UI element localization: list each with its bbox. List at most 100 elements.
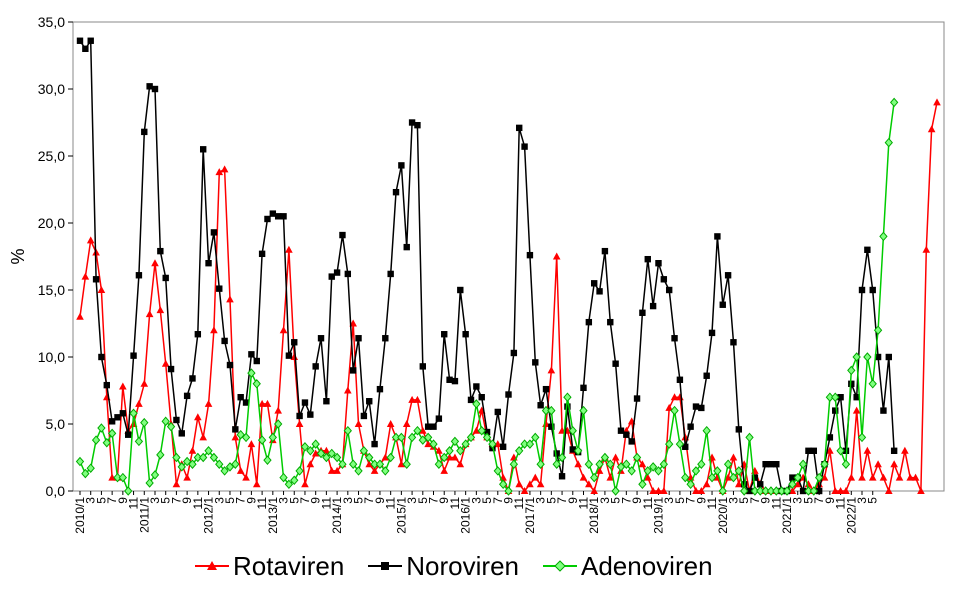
data-point-rotaviren <box>242 473 250 481</box>
x-tick-label: 11 <box>641 497 655 510</box>
data-point-rotaviren <box>697 487 706 494</box>
data-point-noroviren <box>655 260 662 267</box>
data-point-adenoviren <box>177 462 186 472</box>
data-point-adenoviren <box>509 459 519 469</box>
data-point-noroviren <box>671 335 678 342</box>
data-point-noroviren <box>387 270 394 278</box>
data-point-adenoviren <box>745 432 754 443</box>
data-point-noroviren <box>692 403 700 410</box>
data-point-adenoviren <box>681 472 690 483</box>
data-point-adenoviren <box>327 448 336 459</box>
data-point-noroviren <box>296 412 303 420</box>
data-point-noroviren <box>682 443 689 450</box>
data-point-rotaviren <box>435 446 443 454</box>
x-tick-label: 9 <box>823 497 837 504</box>
x-tick-label: 5 <box>737 497 751 504</box>
x-tick-label: 5 <box>352 497 366 504</box>
data-point-noroviren <box>141 128 148 136</box>
data-point-noroviren <box>708 329 716 337</box>
data-point-adenoviren <box>857 432 867 443</box>
data-point-adenoviren <box>295 466 304 476</box>
data-point-adenoviren <box>670 405 679 416</box>
data-point-rotaviren <box>451 453 459 461</box>
data-point-rotaviren <box>515 480 524 488</box>
data-point-adenoviren <box>113 472 122 483</box>
data-point-noroviren <box>724 272 732 279</box>
data-point-noroviren <box>441 331 448 338</box>
data-point-rotaviren <box>724 473 732 481</box>
data-point-adenoviren <box>686 479 695 490</box>
data-point-adenoviren <box>691 466 701 476</box>
data-point-rotaviren <box>815 480 823 488</box>
data-point-rotaviren <box>890 460 898 468</box>
data-point-noroviren <box>869 286 876 294</box>
data-point-noroviren <box>757 481 764 488</box>
data-point-noroviren <box>789 474 796 481</box>
data-point-rotaviren <box>81 272 90 280</box>
data-point-adenoviren <box>290 475 299 486</box>
data-point-rotaviren <box>215 168 224 176</box>
data-point-noroviren <box>226 361 234 369</box>
data-point-adenoviren <box>397 432 406 443</box>
data-point-noroviren <box>607 318 614 326</box>
series-noroviren <box>76 37 898 495</box>
data-point-noroviren <box>274 213 282 220</box>
data-point-rotaviren <box>735 480 743 488</box>
data-point-adenoviren <box>595 459 604 469</box>
data-point-rotaviren <box>226 295 234 303</box>
data-point-rotaviren <box>847 473 856 481</box>
data-point-adenoviren <box>665 439 674 449</box>
x-tick-label: 3 <box>662 497 676 504</box>
x-tick-label: 3 <box>405 497 419 504</box>
data-point-adenoviren <box>488 439 497 449</box>
data-point-adenoviren <box>247 368 256 378</box>
x-tick-label: 5 <box>480 497 494 504</box>
data-point-adenoviren <box>515 446 524 456</box>
data-point-noroviren <box>564 403 571 410</box>
data-point-adenoviren <box>231 459 240 469</box>
data-point-noroviren <box>751 474 759 481</box>
data-point-noroviren <box>125 431 132 438</box>
data-point-adenoviren <box>102 438 111 448</box>
data-point-adenoviren <box>579 405 588 416</box>
data-point-rotaviren <box>258 399 266 407</box>
y-tick-label: 20,0 <box>38 215 65 231</box>
data-point-adenoviren <box>611 486 620 496</box>
data-point-adenoviren <box>766 486 776 496</box>
data-point-rotaviren <box>493 440 502 448</box>
data-point-noroviren <box>237 394 244 401</box>
data-point-noroviren <box>848 380 855 387</box>
data-point-noroviren <box>569 446 576 453</box>
data-point-rotaviren <box>263 399 272 407</box>
data-point-rotaviren <box>151 259 159 267</box>
data-point-adenoviren <box>697 459 706 469</box>
series-rotaviren <box>76 98 941 494</box>
data-point-noroviren <box>328 273 335 280</box>
series-adenoviren <box>75 97 899 496</box>
data-point-adenoviren <box>193 452 203 463</box>
data-point-noroviren <box>714 233 721 240</box>
data-point-adenoviren <box>252 379 261 389</box>
data-point-adenoviren <box>402 459 411 469</box>
x-tick-label: 5 <box>223 497 237 504</box>
data-point-noroviren <box>119 410 127 417</box>
data-point-rotaviren <box>210 326 218 334</box>
data-point-rotaviren <box>295 420 304 427</box>
data-point-adenoviren <box>199 452 208 463</box>
y-tick-label: 0,0 <box>46 483 66 499</box>
legend-item-adenoviren: Adenoviren <box>543 551 713 582</box>
data-point-adenoviren <box>423 432 433 443</box>
data-point-adenoviren <box>140 417 149 428</box>
data-point-rotaviren <box>231 433 240 441</box>
data-point-rotaviren <box>183 473 191 481</box>
data-point-rotaviren <box>884 487 893 494</box>
x-tick-label: 11 <box>255 497 269 510</box>
data-point-rotaviren <box>311 449 320 457</box>
x-tick-label: 2022/1 <box>844 497 858 534</box>
data-point-noroviren <box>746 487 753 495</box>
data-point-noroviren <box>146 83 153 90</box>
data-point-adenoviren <box>573 446 583 456</box>
x-tick-label: 11 <box>576 497 590 510</box>
data-point-rotaviren <box>161 359 170 367</box>
data-point-rotaviren <box>86 236 95 244</box>
